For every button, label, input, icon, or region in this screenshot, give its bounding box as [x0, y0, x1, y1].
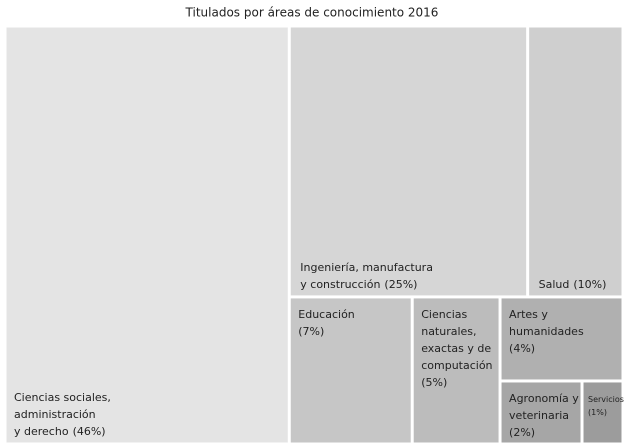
label-line: Salud: [539, 278, 570, 291]
value-label: (5%): [421, 376, 447, 389]
tile-label: Ciencias sociales, administración y derech…: [14, 391, 111, 438]
value-label: (46%): [73, 425, 106, 438]
value-label: (25%): [384, 278, 417, 291]
value-label: (1%): [588, 407, 607, 416]
chart-title: Titulados por áreas de conocimiento 2016: [185, 6, 439, 20]
tile: [501, 382, 581, 443]
label-line: Ciencias sociales,: [14, 391, 111, 404]
label-line: Ciencias: [421, 308, 467, 321]
label-line: veterinaria: [509, 409, 569, 422]
tile: [583, 382, 622, 443]
label-line: computación: [421, 359, 492, 372]
label-line: y derecho: [14, 425, 69, 438]
tile: [290, 298, 411, 443]
tile-label: Agronomía y veterinaria (2%): [509, 392, 579, 439]
label-line: exactas y de: [421, 342, 491, 355]
label-line: administración: [14, 408, 96, 421]
tile-label: Artes y humanidades (4%): [509, 308, 584, 355]
value-label: (4%): [509, 342, 535, 355]
label-line: naturales,: [421, 325, 476, 338]
label-line: Servicios: [588, 394, 624, 403]
label-line: Educación: [298, 308, 355, 321]
label-line: Ingeniería, manufactura: [300, 261, 433, 274]
value-label: (10%): [573, 278, 606, 291]
tile-label: Ingeniería, manufactura y construcción (25…: [300, 261, 433, 291]
tile-label: Ciencias naturales, exactas y de computació…: [421, 308, 492, 389]
tile-label: Salud (10%): [539, 278, 607, 291]
value-label: (2%): [509, 426, 535, 439]
tile: [413, 298, 499, 443]
tile: [290, 27, 527, 296]
value-label: (7%): [298, 325, 324, 338]
tile: [501, 298, 622, 380]
label-line: Artes y: [509, 308, 548, 321]
label-line: Agronomía y: [509, 392, 579, 405]
label-line: humanidades: [509, 325, 584, 338]
tile: [529, 27, 622, 296]
tile: [6, 27, 288, 443]
label-line: y construcción: [300, 278, 380, 291]
tile-label: Servicios (1%): [588, 394, 624, 416]
tile-label: Educación (7%): [298, 308, 355, 338]
